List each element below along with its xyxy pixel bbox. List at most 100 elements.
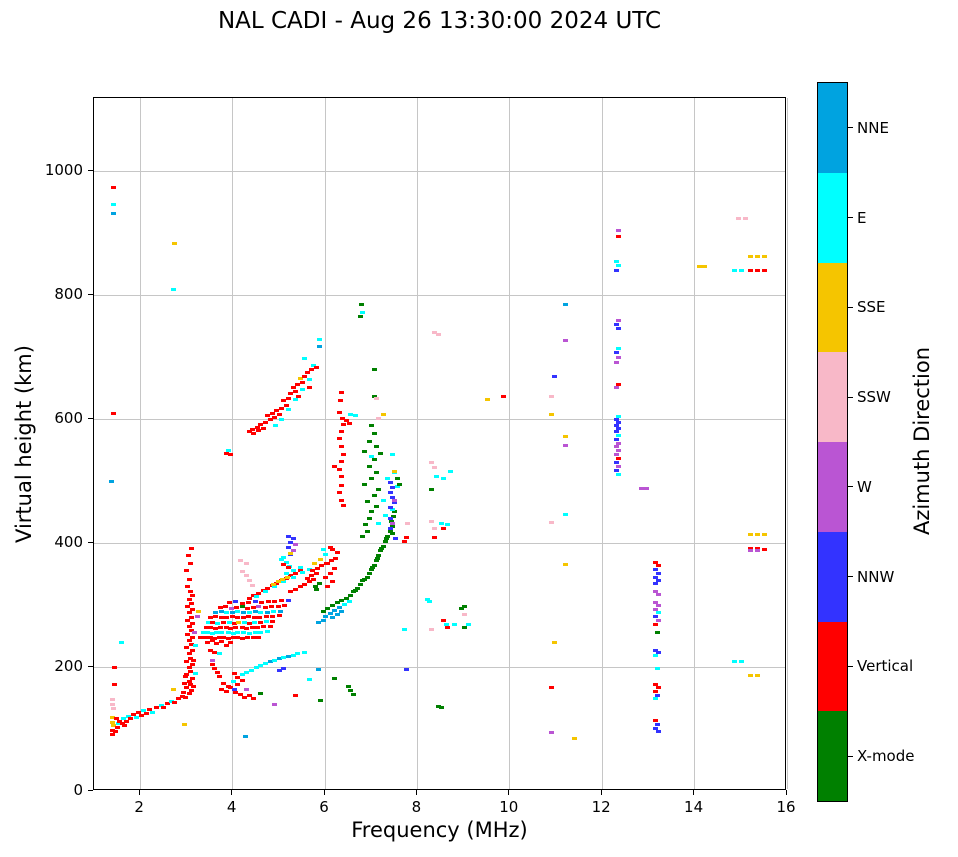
data-point [176,697,182,701]
data-point [388,519,394,523]
colorbar-tick-label: E [857,208,867,227]
data-point [616,326,622,330]
data-point [205,621,211,625]
data-point [445,523,451,527]
data-point [754,674,760,678]
data-point [267,625,273,629]
data-point [209,658,215,662]
data-point [436,332,442,336]
data-point [262,662,268,666]
data-point [277,609,283,613]
y-tick [88,541,93,543]
data-point [209,639,215,643]
data-point [109,728,115,732]
x-tick [323,790,325,795]
data-point [252,610,258,614]
data-point [235,610,241,614]
data-point [320,610,326,614]
data-point [616,229,622,233]
data-point [245,636,251,640]
data-point [269,411,275,415]
data-point [343,596,349,600]
data-point [549,413,555,417]
data-point [223,625,229,629]
data-point [748,674,754,678]
data-point [389,507,395,511]
colorbar-tick [848,396,853,398]
data-point [250,583,255,587]
colorbar-segment-nne [818,83,847,173]
data-point [272,703,278,707]
data-point [225,636,231,640]
data-point [185,605,191,609]
data-point [302,357,308,361]
data-point [246,631,252,635]
data-point [616,427,622,431]
data-point [168,699,174,703]
data-point [459,606,465,610]
data-point [563,339,569,343]
data-point [655,592,661,596]
data-point [286,599,292,603]
data-point [616,414,622,418]
data-point [359,311,365,315]
data-point [299,570,305,574]
data-point [358,315,364,319]
data-point [128,717,134,721]
data-point [217,626,223,630]
data-point [614,437,620,441]
data-point [276,413,282,417]
data-point [440,618,446,622]
data-point [170,688,176,692]
data-point [250,605,256,609]
data-point [275,580,281,584]
data-point [283,404,289,408]
data-point [279,406,285,410]
data-point [274,409,280,413]
data-point [371,368,377,372]
data-point [639,486,645,490]
data-point [229,615,235,619]
colorbar-segment-sse [818,262,847,353]
data-point [281,563,287,567]
y-tick [88,789,93,791]
data-point [614,269,620,273]
data-point [653,560,659,564]
data-point [223,452,229,456]
data-point [653,615,659,619]
data-point [655,579,661,583]
data-point [281,580,287,584]
data-point [185,618,191,622]
data-point [208,625,214,629]
data-point [161,705,167,709]
data-point [392,470,398,474]
data-point [316,581,322,585]
data-point [258,620,264,624]
data-point [115,726,121,730]
data-point [202,636,208,640]
data-point [332,609,338,612]
data-point [616,465,622,469]
data-point [253,594,259,598]
data-point [653,654,659,658]
data-point [191,658,197,662]
data-point [339,390,345,394]
data-point [341,452,347,456]
data-point [117,719,123,723]
data-point [218,616,224,620]
data-point [339,498,345,502]
data-point [276,613,282,617]
colorbar-segment-nnw [818,531,847,622]
data-point [214,631,220,635]
data-point [262,420,268,424]
gridline-horizontal [94,170,785,172]
data-point [616,264,622,268]
data-point [306,678,312,682]
data-point [237,693,243,697]
data-point [614,468,620,472]
data-point [754,547,760,551]
data-point [380,544,386,548]
data-point [431,466,437,470]
colorbar [817,82,848,802]
